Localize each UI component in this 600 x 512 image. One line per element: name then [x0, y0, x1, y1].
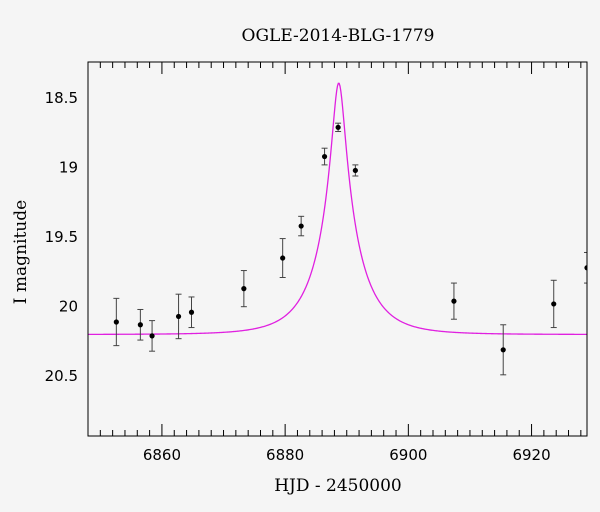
y-tick-label: 18.5	[45, 89, 78, 107]
data-marker	[352, 167, 358, 174]
x-axis-label: HJD - 2450000	[274, 476, 402, 496]
axis-ticks: 6860 6880 6900 6920 18.5 19 19.5 20 20.5	[45, 62, 582, 464]
y-tick-label: 19	[59, 159, 78, 177]
y-tick-label: 20.5	[45, 367, 78, 385]
data-point	[137, 308, 144, 341]
plot-frame	[87, 61, 588, 437]
x-tick-label: 6860	[143, 446, 181, 464]
plot-area	[88, 82, 587, 376]
data-marker	[149, 333, 155, 339]
y-tick-label: 19.5	[45, 228, 78, 246]
y-axis-label: I magnitude	[11, 200, 31, 304]
model-curve	[88, 82, 587, 336]
data-marker	[335, 124, 341, 130]
data-point	[298, 215, 305, 237]
data-marker	[584, 265, 587, 271]
y-tick-label: 20	[59, 298, 78, 316]
data-point	[550, 279, 557, 329]
data-marker	[113, 319, 119, 325]
data-point	[279, 238, 286, 279]
data-point	[321, 147, 328, 166]
data-point	[240, 270, 247, 308]
data-marker	[241, 286, 247, 292]
data-point	[352, 164, 359, 177]
data-marker	[451, 298, 457, 304]
data-point	[149, 320, 156, 352]
data-point	[175, 293, 182, 340]
x-tick-label: 6880	[266, 446, 304, 464]
data-point	[335, 122, 342, 133]
data-marker	[137, 322, 143, 328]
data-marker	[175, 313, 182, 320]
data-point	[584, 251, 587, 284]
data-marker	[298, 223, 304, 229]
data-point	[450, 282, 457, 320]
x-tick-label: 6900	[389, 446, 427, 464]
data-marker	[188, 309, 195, 315]
chart-title: OGLE-2014-BLG-1779	[242, 26, 435, 46]
data-point	[500, 324, 507, 376]
data-point	[188, 296, 195, 329]
data-marker	[280, 255, 286, 261]
data-marker	[500, 347, 506, 353]
x-tick-label: 6920	[512, 446, 550, 464]
data-marker	[551, 301, 557, 307]
data-marker	[321, 153, 328, 160]
data-point	[113, 297, 120, 347]
